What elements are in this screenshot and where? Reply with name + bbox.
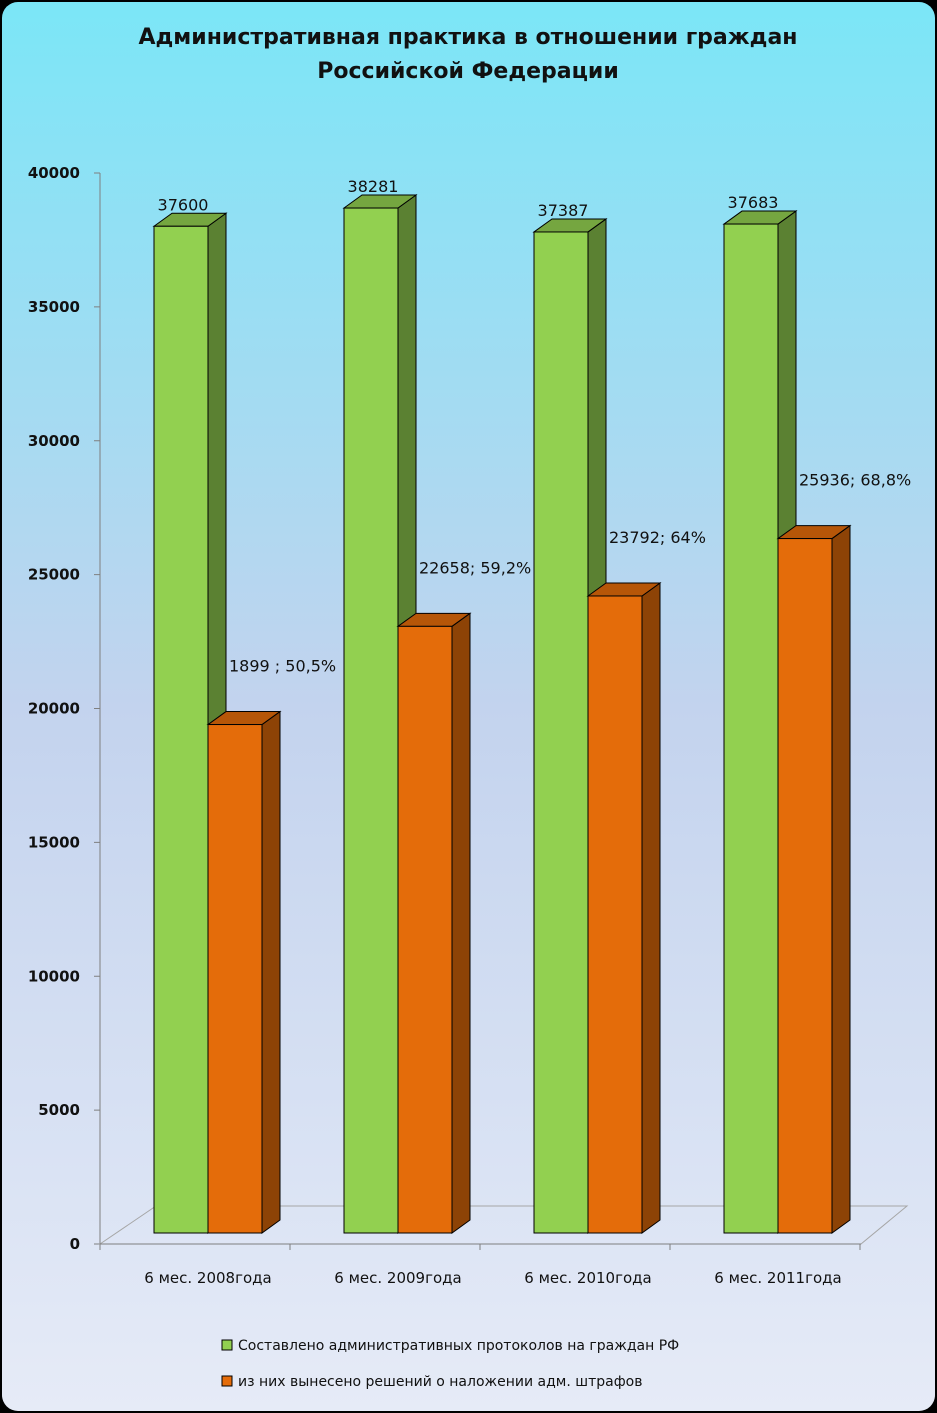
data-label-protocols: 37387 — [538, 201, 589, 220]
bar-fines-side — [831, 524, 851, 1234]
data-label-protocols: 38281 — [348, 177, 399, 196]
x-tick-label: 6 мес. 2008года — [144, 1269, 271, 1287]
x-tick-label: 6 мес. 2009года — [334, 1269, 461, 1287]
data-label-protocols: 37600 — [158, 195, 209, 214]
data-label-fines: 23792; 64% — [609, 528, 706, 547]
bar-fines — [586, 581, 662, 1234]
bar-fines-side — [641, 581, 661, 1234]
legend-swatch — [221, 1339, 233, 1351]
bars — [152, 194, 852, 1234]
data-label-fines: 22658; 59,2% — [419, 558, 531, 577]
bar-fines-side — [451, 612, 471, 1234]
bar-protocols-front — [533, 231, 589, 1234]
y-tick-label: 5000 — [38, 1101, 80, 1119]
bar-fines-front — [207, 724, 263, 1234]
bar-protocols-front — [723, 223, 779, 1234]
bar-fines — [206, 710, 282, 1234]
chart-title-line-2: Российской Федерации — [317, 59, 618, 84]
chart-title-line-1: Административная практика в отношении гр… — [139, 25, 798, 50]
y-tick-label: 10000 — [28, 967, 80, 985]
data-label-fines: 25936; 68,8% — [799, 471, 911, 490]
y-tick-label: 25000 — [28, 566, 80, 584]
x-tick-label: 6 мес. 2011года — [714, 1269, 841, 1287]
y-tick-label: 20000 — [28, 700, 80, 718]
y-tick-label: 35000 — [28, 298, 80, 316]
bar-fines — [396, 612, 472, 1234]
legend-label: из них вынесено решений о наложении адм.… — [238, 1374, 642, 1390]
bar-fines-side — [261, 710, 281, 1234]
bar-protocols-front — [153, 225, 209, 1234]
data-label-protocols: 37683 — [728, 193, 779, 212]
legend: Составлено административных протоколов н… — [221, 1338, 679, 1390]
legend-label: Составлено административных протоколов н… — [238, 1338, 679, 1354]
bar-protocols-front — [343, 207, 399, 1234]
y-tick-label: 15000 — [28, 833, 80, 851]
x-tick-label: 6 мес. 2010года — [524, 1269, 651, 1287]
bar-fines-front — [777, 538, 833, 1234]
y-tick-label: 40000 — [28, 164, 80, 182]
bar-fines-front — [397, 625, 453, 1234]
axes: 0 5000 10000 15000 20000 25000 30000 35000 40000… — [28, 164, 909, 1287]
bar-fines — [776, 524, 852, 1234]
y-tick-label: 0 — [70, 1235, 80, 1253]
bar-fines-front — [587, 595, 643, 1234]
data-labels: 37600 1899 ; 50,5% 38281 22658; 59,2% 37387 2… — [158, 177, 912, 676]
y-tick-label: 30000 — [28, 432, 80, 450]
data-label-fines: 1899 ; 50,5% — [229, 657, 336, 676]
legend-swatch — [221, 1375, 233, 1387]
